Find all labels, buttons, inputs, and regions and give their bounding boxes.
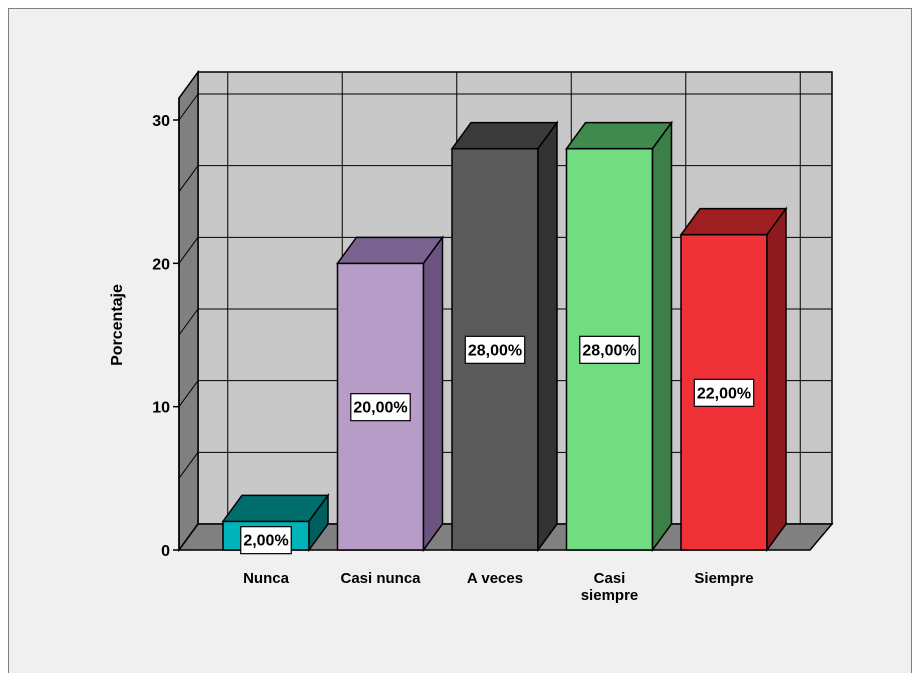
data-label-text: 2,00% bbox=[243, 533, 288, 550]
data-label-text: 20,00% bbox=[353, 400, 407, 417]
bar-side bbox=[308, 493, 329, 553]
data-label: 20,00% bbox=[350, 393, 411, 422]
horizontal-gridline bbox=[178, 380, 199, 407]
data-label: 22,00% bbox=[693, 378, 755, 407]
x-tick-label: Nunca bbox=[243, 570, 290, 587]
horizontal-gridline bbox=[178, 165, 199, 192]
y-tick-label: 10 bbox=[152, 400, 170, 417]
x-tick-label: Casi bbox=[594, 570, 626, 587]
horizontal-gridline bbox=[178, 308, 199, 336]
x-tick-label: Casi nunca bbox=[340, 570, 421, 587]
horizontal-gridline bbox=[178, 93, 199, 121]
y-axis-title: Porcentaje bbox=[109, 284, 126, 366]
data-label-box bbox=[464, 335, 526, 364]
data-label-text: 28,00% bbox=[468, 342, 522, 359]
bar-side bbox=[651, 120, 673, 553]
x-tick-label: Siempre bbox=[694, 570, 753, 587]
y-tick-label: 30 bbox=[152, 113, 170, 130]
bar-side bbox=[537, 120, 558, 553]
data-label-text: 28,00% bbox=[582, 342, 636, 359]
x-tick-label: siempre bbox=[581, 587, 639, 604]
data-label: 28,00% bbox=[579, 335, 640, 364]
horizontal-gridline bbox=[178, 452, 199, 479]
data-label-text: 22,00% bbox=[697, 385, 751, 402]
left-wall bbox=[178, 69, 199, 553]
bar-side bbox=[766, 206, 787, 553]
y-tick-label: 20 bbox=[152, 256, 170, 273]
horizontal-gridline bbox=[178, 237, 199, 264]
y-tick-label: 0 bbox=[161, 543, 170, 560]
bar-side bbox=[422, 235, 444, 553]
data-label-box bbox=[350, 393, 411, 422]
data-label-box bbox=[240, 526, 292, 555]
data-label: 2,00% bbox=[240, 526, 292, 555]
data-label: 28,00% bbox=[464, 335, 526, 364]
x-tick-label: A veces bbox=[467, 570, 523, 587]
data-label-box bbox=[693, 378, 755, 407]
data-label-box bbox=[579, 335, 640, 364]
chart-data-labels: 2,00% 20,00% 28,00% 28,00% 22,00% bbox=[240, 335, 755, 555]
